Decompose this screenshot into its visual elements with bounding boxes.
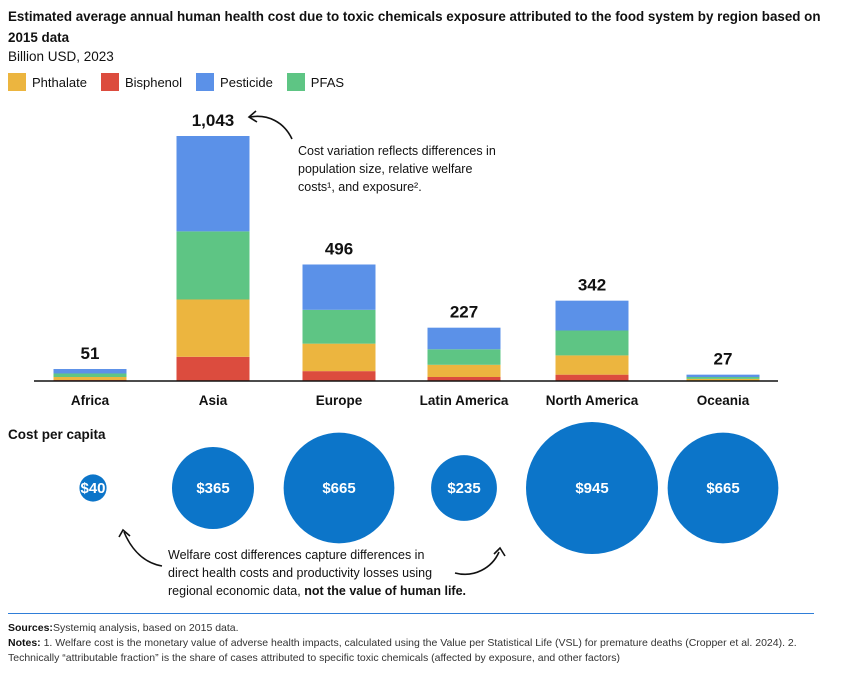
- chart-title: Estimated average annual human health co…: [8, 9, 821, 45]
- legend-label-bisphenol: Bisphenol: [124, 74, 183, 90]
- legend: Phthalate Bisphenol Pesticide PFAS: [8, 73, 358, 91]
- footer-divider: [8, 613, 814, 614]
- asia-annotation-line-2: population size, relative welfare: [298, 162, 473, 176]
- asia-annotation-line-3: costs¹, and exposure².: [298, 180, 422, 194]
- bar-latin-america-phthalate: [427, 364, 501, 378]
- per-capita-label-asia: $365: [196, 480, 229, 497]
- total-label-africa: 51: [81, 344, 100, 363]
- per-capita-label-africa: $40: [80, 480, 105, 497]
- bar-latin-america-bisphenol: [427, 377, 501, 381]
- per-capita-circle-latin-america: [431, 455, 497, 521]
- bar-oceania-phthalate: [686, 378, 760, 381]
- bar-oceania-pfas: [686, 377, 760, 379]
- asia-annotation-line-1: Cost variation reflects differences in: [298, 144, 496, 158]
- per-capita-circle-asia: [171, 446, 255, 530]
- bar-africa-phthalate: [53, 377, 127, 381]
- bar-latin-america-pesticide: [427, 327, 501, 350]
- bar-asia-phthalate: [176, 299, 250, 357]
- per-capita-circle-oceania: [667, 432, 779, 544]
- legend-label-pfas: PFAS: [310, 74, 345, 90]
- footer-sources-text: Systemiq analysis, based on 2015 data.: [52, 622, 239, 634]
- category-label-latin-america: Latin America: [420, 393, 509, 408]
- category-label-oceania: Oceania: [697, 393, 750, 408]
- legend-item-pesticide: Pesticide: [196, 73, 273, 91]
- welfare-annotation-line-2: direct health costs and productivity los…: [168, 566, 433, 580]
- welfare-note-arrow-left: [123, 531, 163, 567]
- total-label-north-america: 342: [578, 276, 606, 295]
- footer-sources-label: Sources:: [8, 622, 53, 634]
- welfare-note-arrowhead-right: [493, 546, 506, 557]
- bar-north-america-pesticide: [555, 300, 629, 331]
- bar-north-america-pfas: [555, 330, 629, 356]
- bar-europe-phthalate: [302, 343, 376, 372]
- bar-europe-pfas: [302, 309, 376, 344]
- welfare-annotation-line-3-bold: not the value of human life.: [304, 584, 467, 598]
- per-capita-label-oceania: $665: [706, 480, 739, 497]
- footer-notes-label: Notes:: [8, 637, 41, 649]
- bar-north-america-bisphenol: [555, 374, 629, 381]
- bar-asia-bisphenol: [176, 356, 250, 381]
- legend-swatch-pesticide: [196, 73, 215, 91]
- footer-sources: Sources:Systemiq analysis, based on 2015…: [8, 621, 838, 636]
- asia-note-arrow: [249, 115, 293, 140]
- bar-africa-pesticide: [53, 369, 127, 374]
- legend-swatch-phthalate: [8, 73, 26, 91]
- legend-swatch-pfas: [286, 73, 305, 91]
- per-capita-circle-africa: [79, 474, 107, 502]
- welfare-note-arrow-right: [454, 551, 500, 575]
- legend-item-bisphenol: Bisphenol: [100, 73, 183, 91]
- bar-europe-bisphenol: [302, 371, 376, 381]
- chart-subtitle-units: Billion USD, 2023: [8, 49, 114, 64]
- footer: Sources:Systemiq analysis, based on 2015…: [8, 621, 838, 666]
- category-label-europe: Europe: [316, 393, 363, 408]
- label-group: 51 Africa 1,043 Asia 496 Europe 227 Latin Ameri…: [71, 111, 750, 408]
- per-capita-group: $40 $365 $665 $235 $945 $665: [79, 422, 779, 554]
- total-label-oceania: 27: [714, 350, 733, 369]
- category-label-asia: Asia: [199, 393, 228, 408]
- bar-europe-pesticide: [302, 264, 376, 310]
- bar-africa-pfas: [53, 373, 127, 378]
- welfare-note-arrowhead-left: [118, 528, 131, 538]
- total-label-latin-america: 227: [450, 303, 478, 322]
- bar-latin-america-pfas: [427, 349, 501, 365]
- footer-notes: Notes: 1. Welfare cost is the monetary v…: [8, 636, 838, 666]
- asia-note-arrowhead: [247, 110, 258, 123]
- per-capita-circle-europe: [283, 432, 395, 544]
- welfare-annotation-line-1: Welfare cost differences capture differe…: [168, 548, 425, 562]
- legend-swatch-bisphenol: [100, 73, 119, 91]
- per-capita-label-europe: $665: [322, 480, 355, 497]
- bar-asia-pesticide: [176, 136, 250, 232]
- bar-asia-pfas: [176, 231, 250, 300]
- bar-group: [53, 136, 760, 381]
- bar-oceania-pesticide: [686, 374, 760, 378]
- footer-notes-text: 1. Welfare cost is the monetary value of…: [8, 637, 797, 664]
- per-capita-circle-north-america: [526, 422, 658, 554]
- legend-item-phthalate: Phthalate: [8, 73, 87, 91]
- per-capita-title: Cost per capita: [8, 427, 106, 442]
- category-label-north-america: North America: [546, 393, 639, 408]
- total-label-asia: 1,043: [192, 111, 235, 130]
- chart-canvas: 51 Africa 1,043 Asia 496 Europe 227 Latin Ameri…: [34, 110, 779, 575]
- welfare-annotation: Welfare cost differences capture differe…: [168, 546, 466, 600]
- legend-label-phthalate: Phthalate: [32, 74, 87, 90]
- asia-annotation: Cost variation reflects differences in p…: [298, 142, 496, 196]
- bar-north-america-phthalate: [555, 355, 629, 375]
- welfare-annotation-line-3: regional economic data, not the value of…: [168, 582, 466, 600]
- legend-label-pesticide: Pesticide: [220, 74, 273, 90]
- category-label-africa: Africa: [71, 393, 110, 408]
- per-capita-label-north-america: $945: [575, 480, 608, 497]
- welfare-annotation-line-3-plain: regional economic data,: [168, 584, 305, 598]
- total-label-europe: 496: [325, 239, 353, 258]
- per-capita-label-latin-america: $235: [447, 480, 480, 497]
- legend-item-pfas: PFAS: [286, 73, 345, 91]
